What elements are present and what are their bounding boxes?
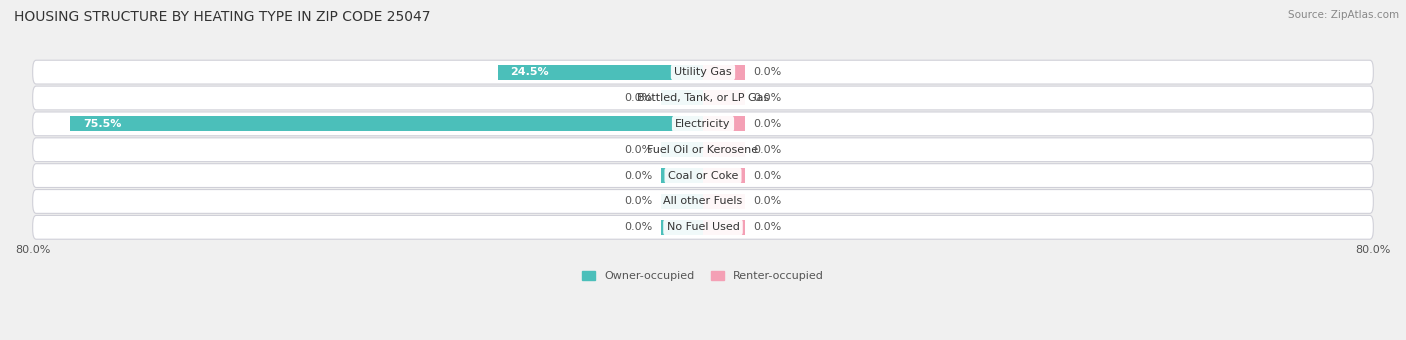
FancyBboxPatch shape xyxy=(32,216,1374,239)
Text: 0.0%: 0.0% xyxy=(624,145,652,155)
Bar xyxy=(498,65,703,80)
Bar xyxy=(703,168,745,183)
Bar xyxy=(703,65,745,80)
Bar xyxy=(703,90,745,105)
Bar xyxy=(661,194,703,209)
Text: No Fuel Used: No Fuel Used xyxy=(666,222,740,232)
Text: 0.0%: 0.0% xyxy=(624,93,652,103)
Text: 0.0%: 0.0% xyxy=(624,222,652,232)
Text: 0.0%: 0.0% xyxy=(754,93,782,103)
FancyBboxPatch shape xyxy=(32,138,1374,162)
Bar xyxy=(703,116,745,131)
Legend: Owner-occupied, Renter-occupied: Owner-occupied, Renter-occupied xyxy=(578,266,828,285)
Text: HOUSING STRUCTURE BY HEATING TYPE IN ZIP CODE 25047: HOUSING STRUCTURE BY HEATING TYPE IN ZIP… xyxy=(14,10,430,24)
Text: Coal or Coke: Coal or Coke xyxy=(668,171,738,181)
Text: Utility Gas: Utility Gas xyxy=(675,67,731,77)
Bar xyxy=(703,142,745,157)
Text: 0.0%: 0.0% xyxy=(754,171,782,181)
FancyBboxPatch shape xyxy=(32,60,1374,84)
FancyBboxPatch shape xyxy=(32,190,1374,214)
Bar xyxy=(70,116,703,131)
Text: 0.0%: 0.0% xyxy=(754,119,782,129)
Text: 0.0%: 0.0% xyxy=(624,171,652,181)
Text: 0.0%: 0.0% xyxy=(754,145,782,155)
Text: 0.0%: 0.0% xyxy=(754,67,782,77)
Bar xyxy=(661,220,703,235)
FancyBboxPatch shape xyxy=(32,112,1374,136)
Text: 0.0%: 0.0% xyxy=(754,197,782,206)
Text: 24.5%: 24.5% xyxy=(510,67,548,77)
Text: Fuel Oil or Kerosene: Fuel Oil or Kerosene xyxy=(647,145,759,155)
Bar xyxy=(661,142,703,157)
Text: 0.0%: 0.0% xyxy=(624,197,652,206)
FancyBboxPatch shape xyxy=(32,86,1374,110)
Text: 75.5%: 75.5% xyxy=(83,119,121,129)
Text: Electricity: Electricity xyxy=(675,119,731,129)
Text: All other Fuels: All other Fuels xyxy=(664,197,742,206)
FancyBboxPatch shape xyxy=(32,164,1374,187)
Bar xyxy=(703,194,745,209)
Bar xyxy=(661,90,703,105)
Bar xyxy=(703,220,745,235)
Bar xyxy=(661,168,703,183)
Text: 0.0%: 0.0% xyxy=(754,222,782,232)
Text: Source: ZipAtlas.com: Source: ZipAtlas.com xyxy=(1288,10,1399,20)
Text: Bottled, Tank, or LP Gas: Bottled, Tank, or LP Gas xyxy=(637,93,769,103)
